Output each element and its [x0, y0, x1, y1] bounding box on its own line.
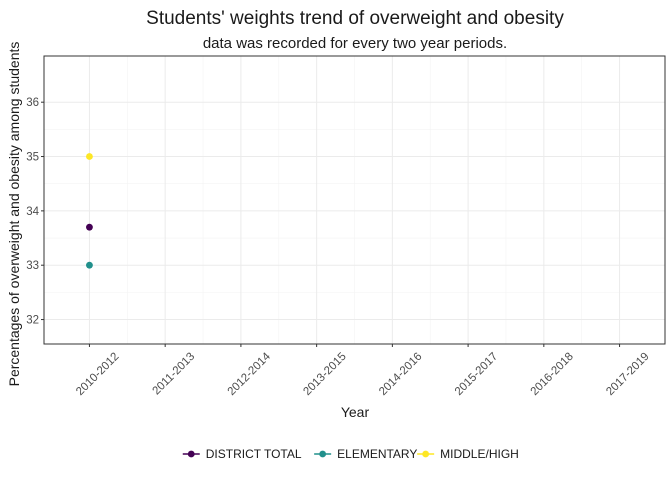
- y-tick-label: 32: [26, 315, 39, 327]
- x-tick-label: 2015-2017: [453, 351, 500, 398]
- legend: DISTRICT TOTAL ELEMENTARY MIDDLE/HIGH: [182, 447, 519, 461]
- legend-key-point: [319, 450, 327, 458]
- x-tick-label: 2016-2018: [529, 351, 576, 398]
- grid: [44, 56, 665, 344]
- data-point: [86, 223, 93, 231]
- x-tick-label: 2014-2016: [377, 351, 424, 398]
- legend-label: MIDDLE/HIGH: [440, 447, 519, 461]
- data-point: [86, 153, 93, 160]
- y-axis-title: Percentages of overweight and obesity am…: [6, 42, 22, 387]
- legend-label: DISTRICT TOTAL: [206, 447, 302, 461]
- data-points: [86, 153, 93, 269]
- y-tick-label: 34: [26, 206, 39, 218]
- x-tick-label: 2010-2012: [74, 351, 121, 398]
- data-point: [86, 261, 93, 269]
- legend-label: ELEMENTARY: [337, 447, 417, 461]
- y-tick-label: 33: [26, 260, 39, 272]
- x-tick-label: 2011-2013: [151, 351, 198, 398]
- y-tick-label: 36: [26, 97, 39, 109]
- y-axis: 32 33 34 35 36: [26, 97, 44, 327]
- y-tick-label: 35: [26, 152, 39, 164]
- x-axis: 2010-2012 2011-2013 2012-2014 2013-2015 2014…: [74, 344, 652, 398]
- x-axis-title: Year: [341, 404, 370, 420]
- legend-item: DISTRICT TOTAL: [182, 447, 302, 461]
- legend-item: ELEMENTARY: [314, 447, 417, 461]
- legend-item: MIDDLE/HIGH: [417, 447, 519, 461]
- x-tick-label: 2017-2019: [604, 351, 651, 398]
- chart-title: Students' weights trend of overweight an…: [146, 8, 564, 29]
- legend-key-point: [422, 450, 430, 458]
- panel-border: [43, 55, 666, 345]
- x-tick-label: 2012-2014: [226, 350, 274, 398]
- x-tick-label: 2013-2015: [301, 351, 348, 398]
- legend-key-point: [187, 450, 195, 458]
- chart-subtitle: data was recorded for every two year per…: [203, 35, 507, 52]
